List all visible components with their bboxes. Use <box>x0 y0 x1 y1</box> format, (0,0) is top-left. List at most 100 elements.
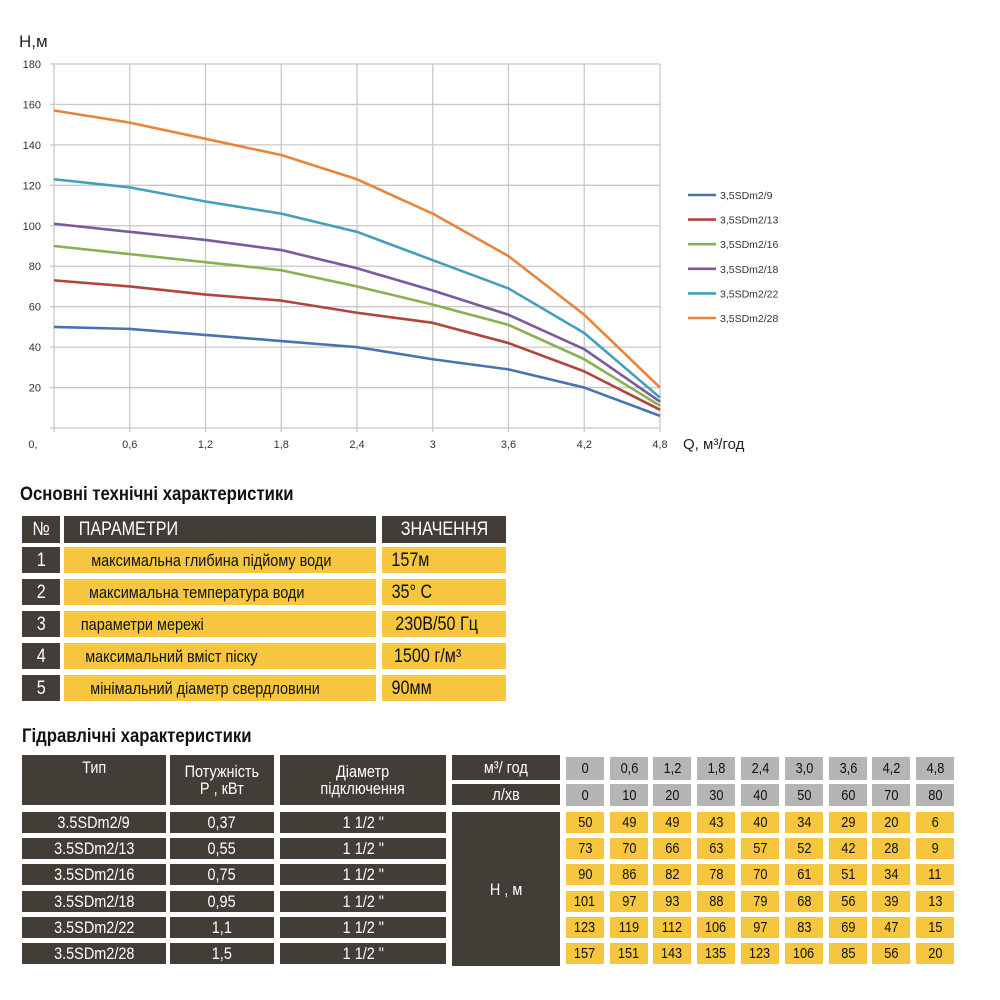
head-cell-text: 20 <box>927 945 943 962</box>
row-power: 0,55 <box>170 838 274 860</box>
head-cell-text: 66 <box>664 840 680 858</box>
head-cell: 73 <box>566 838 604 860</box>
head-cell: 20 <box>916 943 954 964</box>
head-cell: 66 <box>653 838 691 860</box>
flow-l-cell-text: 60 <box>840 786 856 804</box>
spec-row-value-text: 157м <box>391 549 430 571</box>
header-flow-m3-text: м³/ год <box>484 758 528 777</box>
head-cell-text: 123 <box>749 945 771 962</box>
head-cell: 15 <box>916 916 954 938</box>
head-cell: 50 <box>566 812 604 833</box>
head-cell: 39 <box>872 890 910 912</box>
head-cell-text: 47 <box>883 918 899 936</box>
spec-row-value-text: 230В/50 Гц <box>395 613 478 635</box>
flow-m3-cell: 1,8 <box>697 757 735 780</box>
row-diameter: 1 1/2 " <box>280 943 446 964</box>
head-cell-text: 52 <box>796 840 812 858</box>
flow-l-cell-text: 40 <box>752 786 768 804</box>
header-head: Н , м <box>452 812 560 966</box>
pump-curve-chart: 20 40 60 80 100 120 140 160 180 0, 0,6 1,2 1,8 2,4 3 3,… <box>19 32 779 453</box>
spec-row-param-text: максимальна глибина підйому води <box>91 550 332 570</box>
head-cell-text: 135 <box>705 945 727 962</box>
flow-l-cell: 70 <box>872 784 910 806</box>
head-cell-text: 112 <box>661 918 683 936</box>
head-cell-text: 49 <box>621 814 637 831</box>
head-cell: 57 <box>741 838 779 860</box>
y-tick-label: 140 <box>23 140 41 152</box>
header-num: № <box>22 516 60 543</box>
head-cell: 97 <box>610 890 648 912</box>
row-type-text: 3.5SDm2/28 <box>53 944 135 963</box>
x-tick-label: 4,2 <box>577 439 592 451</box>
header-type: Тип <box>22 755 166 805</box>
y-tick-label: 20 <box>29 383 41 395</box>
row-diameter-text: 1 1/2 " <box>342 891 384 911</box>
header-num-text: № <box>32 519 50 540</box>
flow-m3-cell-text: 0 <box>581 760 589 777</box>
head-cell: 90 <box>566 864 604 886</box>
spec-row-param-text: максимальний вміст піску <box>85 646 258 666</box>
head-cell: 9 <box>916 838 954 860</box>
spec-row-value: 1500 г/м³ <box>382 643 506 669</box>
header-diameter: Діаметр підключення <box>280 755 446 805</box>
series-line-5 <box>53 109 661 389</box>
head-cell: 6 <box>916 812 954 833</box>
legend-label: 3,5SDm2/18 <box>720 264 779 276</box>
spec-row-num-text: 4 <box>36 645 46 667</box>
flow-m3-cell: 4,8 <box>916 757 954 780</box>
head-cell: 20 <box>872 812 910 833</box>
flow-l-cell: 60 <box>829 784 867 806</box>
head-cell: 29 <box>829 812 867 833</box>
row-type: 3.5SDm2/16 <box>22 864 166 886</box>
spec-row-num: 1 <box>22 547 60 573</box>
row-type-text: 3.5SDm2/22 <box>53 917 135 937</box>
row-diameter: 1 1/2 " <box>280 838 446 860</box>
head-cell-text: 78 <box>708 866 724 884</box>
head-cell-text: 9 <box>931 840 939 858</box>
head-cell-text: 56 <box>840 892 856 910</box>
flow-l-cell-text: 0 <box>581 786 589 804</box>
row-diameter-text: 1 1/2 " <box>342 813 384 832</box>
header-param-text: ПАРАМЕТРИ <box>78 519 179 540</box>
row-power-text: 0,75 <box>207 865 237 885</box>
head-cell-text: 123 <box>574 918 596 936</box>
row-type-text: 3.5SDm2/18 <box>53 891 135 911</box>
head-cell-text: 83 <box>796 918 812 936</box>
x-tick-label: 0,6 <box>122 439 137 451</box>
head-cell-text: 61 <box>796 866 812 884</box>
flow-l-cell-text: 10 <box>621 786 637 804</box>
spec-row-value: 230В/50 Гц <box>382 611 506 637</box>
row-diameter: 1 1/2 " <box>280 890 446 912</box>
head-cell: 69 <box>829 916 867 938</box>
head-cell: 123 <box>566 916 604 938</box>
row-power-text: 0,95 <box>207 891 237 911</box>
head-cell-text: 50 <box>577 814 593 831</box>
head-cell-text: 97 <box>752 918 768 936</box>
spec-row-param: максимальна глибина підйому води <box>64 547 376 573</box>
head-cell: 49 <box>610 812 648 833</box>
flow-m3-cell-text: 1,8 <box>707 760 725 777</box>
spec-row-param: параметри мережі <box>64 611 376 637</box>
head-cell: 56 <box>872 943 910 964</box>
row-diameter-text: 1 1/2 " <box>342 944 384 963</box>
head-cell: 143 <box>653 943 691 964</box>
head-cell: 123 <box>741 943 779 964</box>
legend-label: 3,5SDm2/22 <box>720 288 779 300</box>
spec-row-param: мінімальний діаметр свердловини <box>64 675 376 701</box>
header-power: Потужність Р , кВт <box>170 755 274 805</box>
row-type-text: 3.5SDm2/9 <box>57 813 131 832</box>
head-cell: 83 <box>785 916 823 938</box>
head-cell: 106 <box>697 916 735 938</box>
head-cell: 82 <box>653 864 691 886</box>
head-cell-text: 68 <box>796 892 812 910</box>
x-tick-label: 3 <box>430 439 436 451</box>
flow-m3-cell: 0 <box>566 757 604 780</box>
spec-row-value: 157м <box>382 547 506 573</box>
spec-row-value: 35° С <box>382 579 506 605</box>
hydraulic-title: Гідравлічні характеристики <box>22 726 252 747</box>
head-cell-text: 56 <box>883 945 899 962</box>
head-cell-text: 63 <box>708 840 724 858</box>
header-flow-l: л/хв <box>452 784 560 805</box>
head-cell: 11 <box>916 864 954 886</box>
row-diameter-text: 1 1/2 " <box>342 865 384 885</box>
